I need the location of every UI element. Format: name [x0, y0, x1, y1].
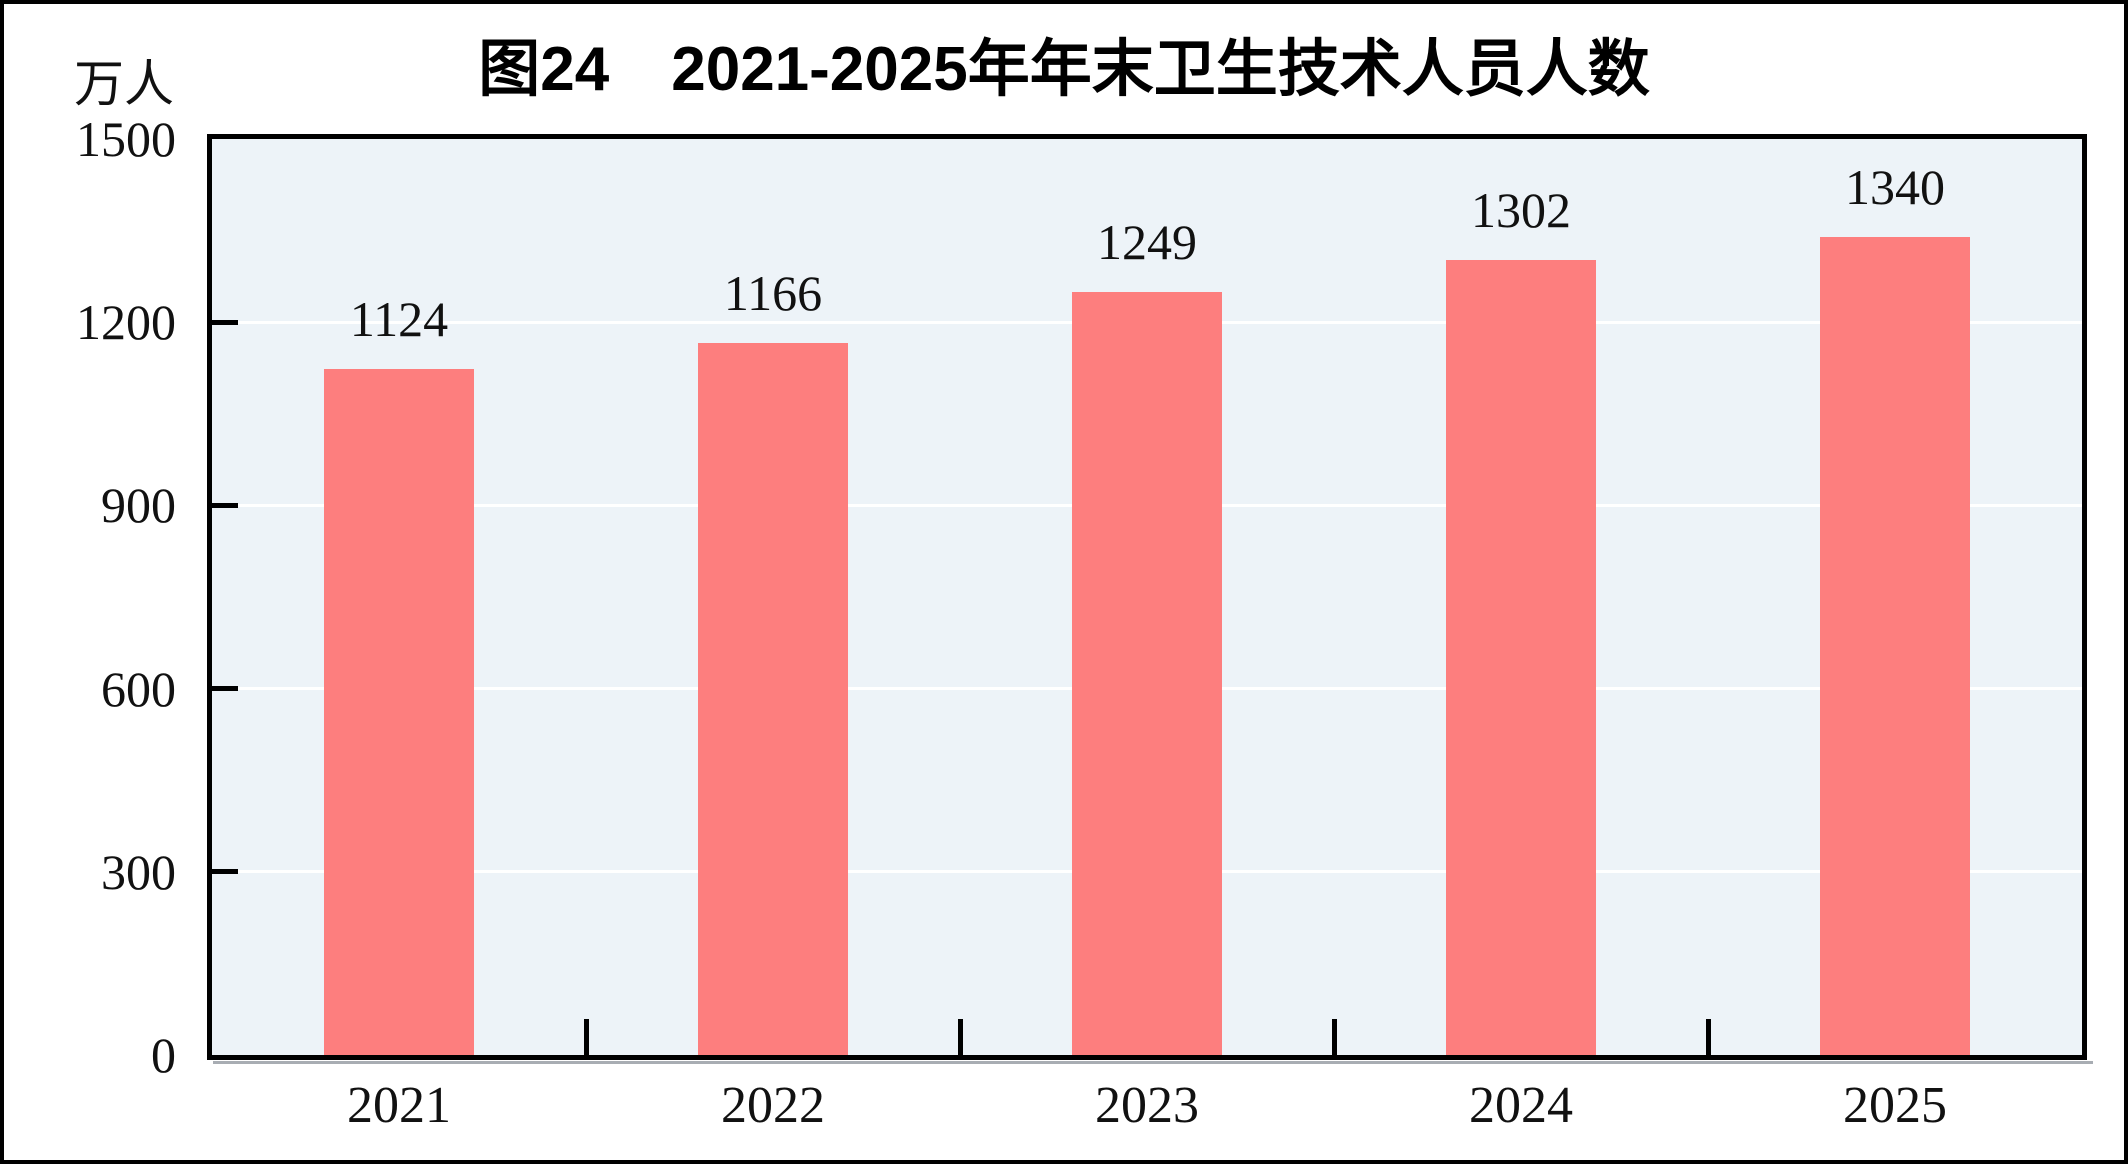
plot-area: 1124 1166 1249 1302 1340 [207, 134, 2087, 1060]
y-axis-unit-label: 万人 [74, 56, 174, 112]
y-axis-tick [212, 502, 238, 508]
y-axis-label: 1500 [76, 111, 176, 167]
x-axis-tick [583, 1019, 589, 1055]
x-axis-tick [1705, 1019, 1711, 1055]
bar-2022 [698, 342, 848, 1055]
x-axis-label: 2024 [1469, 1077, 1573, 1134]
chart-title: 图24 2021-2025年年末卫生技术人员人数 [478, 35, 1650, 104]
axis-shadow-line [213, 1061, 2093, 1064]
bar-value-label: 1340 [1845, 158, 1945, 215]
y-axis-label: 300 [101, 843, 176, 900]
x-axis-label: 2023 [1095, 1077, 1199, 1134]
x-axis-tick [1331, 1019, 1337, 1055]
bar-value-label: 1249 [1097, 214, 1197, 271]
x-axis-tick [957, 1019, 963, 1055]
bar-2021 [324, 368, 474, 1055]
bar-value-label: 1302 [1471, 181, 1571, 238]
bar-2025 [1820, 236, 1970, 1055]
bar-value-label: 1166 [723, 264, 823, 321]
x-axis-label: 2022 [721, 1077, 825, 1134]
bar-2023 [1072, 292, 1222, 1055]
bar-value-label: 1124 [349, 290, 449, 347]
y-axis-label: 900 [101, 477, 176, 534]
y-axis-label: 0 [151, 1027, 176, 1083]
bar-2024 [1446, 259, 1596, 1055]
x-axis-label: 2025 [1843, 1077, 1947, 1134]
y-axis-label: 600 [101, 660, 176, 717]
y-axis-tick [212, 869, 238, 875]
y-axis-tick [212, 686, 238, 692]
y-axis-label: 1200 [76, 294, 176, 351]
x-axis-label: 2021 [347, 1077, 451, 1134]
y-axis-tick [212, 319, 238, 325]
